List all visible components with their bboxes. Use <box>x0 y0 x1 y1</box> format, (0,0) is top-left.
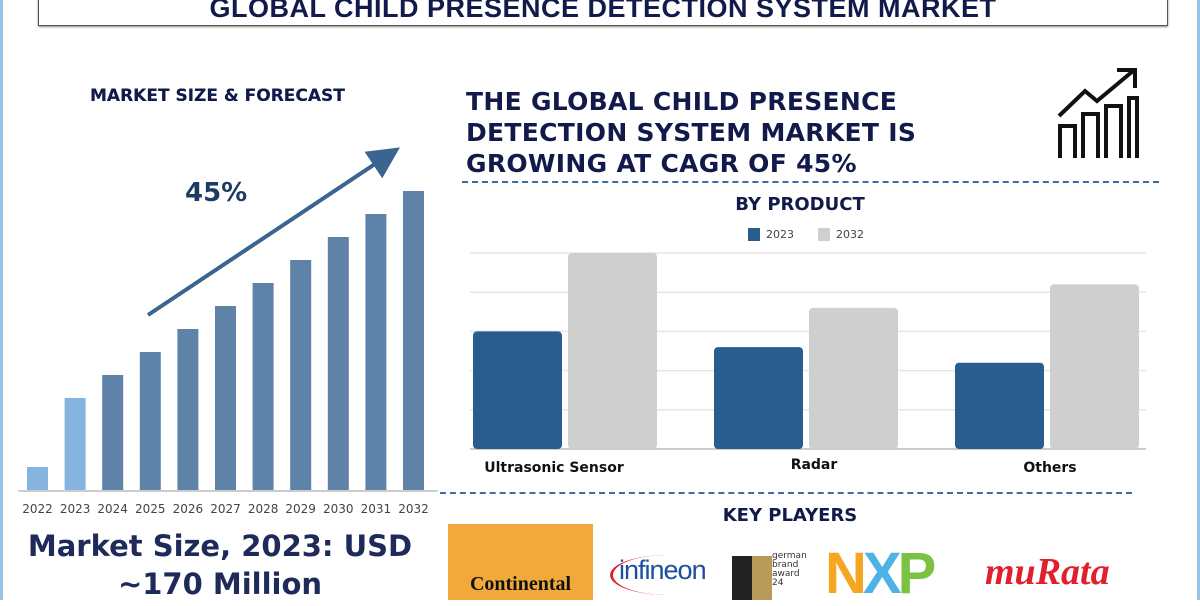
continental-logo: Continental <box>448 524 593 600</box>
legend-2023: 2023 <box>748 228 794 241</box>
growth-chart-icon <box>1057 68 1139 158</box>
german-brand-award-logo: german brand award 24 <box>772 551 807 588</box>
category-label: Radar <box>790 457 838 473</box>
year-label: 2024 <box>97 502 128 516</box>
divider-top <box>462 181 1159 183</box>
product-bar-2023 <box>714 347 803 449</box>
divider-bottom <box>440 492 1132 494</box>
headline: THE GLOBAL CHILD PRESENCE DETECTION SYST… <box>466 87 917 178</box>
forecast-chart-title: MARKET SIZE & FORECAST <box>90 86 345 106</box>
category-label: Others <box>1023 460 1077 476</box>
product-chart <box>470 252 1146 450</box>
year-label: 2023 <box>59 502 91 516</box>
by-product-heading: BY PRODUCT <box>735 194 865 215</box>
forecast-bar <box>365 214 387 490</box>
key-players-heading: KEY PLAYERS <box>722 505 858 526</box>
year-label: 2025 <box>135 502 166 516</box>
forecast-bar <box>139 352 161 490</box>
cagr-label: 45% <box>185 178 248 208</box>
market-size-line1: Market Size, 2023: USD <box>27 529 413 563</box>
year-label: 2032 <box>398 502 429 516</box>
infineon-logo: infineon <box>610 555 725 595</box>
forecast-bar <box>290 260 312 490</box>
title-banner: GLOBAL CHILD PRESENCE DETECTION SYSTEM M… <box>38 0 1168 26</box>
year-label: 2022 <box>22 502 53 516</box>
year-label: 2030 <box>323 502 354 516</box>
forecast-bar <box>64 398 86 490</box>
product-bar-2023 <box>473 331 562 449</box>
legend-label: 2032 <box>836 228 864 241</box>
year-label: 2028 <box>247 502 279 516</box>
forecast-bar <box>27 467 48 490</box>
forecast-heading: MARKET SIZE & FORECAST <box>90 86 345 106</box>
legend-swatch <box>818 228 830 241</box>
german-brand-award-icon <box>732 556 772 600</box>
forecast-bar <box>215 306 236 490</box>
product-bar-2032 <box>568 253 657 449</box>
year-label: 2029 <box>285 502 316 516</box>
category-label: Ultrasonic Sensor <box>484 460 624 476</box>
forecast-bar <box>102 375 124 490</box>
legend-2032: 2032 <box>818 228 864 241</box>
market-size-line2: ~170 Million <box>117 567 323 601</box>
year-label: 2031 <box>360 502 392 516</box>
nxp-logo: NXP <box>825 541 936 606</box>
product-bar-2032 <box>809 307 898 449</box>
growth-arrow-icon <box>146 147 400 317</box>
legend-label: 2023 <box>766 228 794 241</box>
year-label: 2026 <box>172 502 204 516</box>
product-bar-2032 <box>1050 284 1139 449</box>
forecast-bar <box>252 283 274 490</box>
product-bar-2023 <box>955 362 1044 449</box>
forecast-bar <box>403 191 424 490</box>
market-size-text: Market Size, 2023: USD ~170 Million <box>0 527 440 603</box>
legend-swatch <box>748 228 760 241</box>
year-label: 2027 <box>210 502 241 516</box>
forecast-bar <box>177 329 199 490</box>
murata-logo: muRata <box>985 551 1110 593</box>
page-title: GLOBAL CHILD PRESENCE DETECTION SYSTEM M… <box>209 0 997 23</box>
forecast-bar <box>327 237 349 490</box>
forecast-chart <box>18 147 438 492</box>
